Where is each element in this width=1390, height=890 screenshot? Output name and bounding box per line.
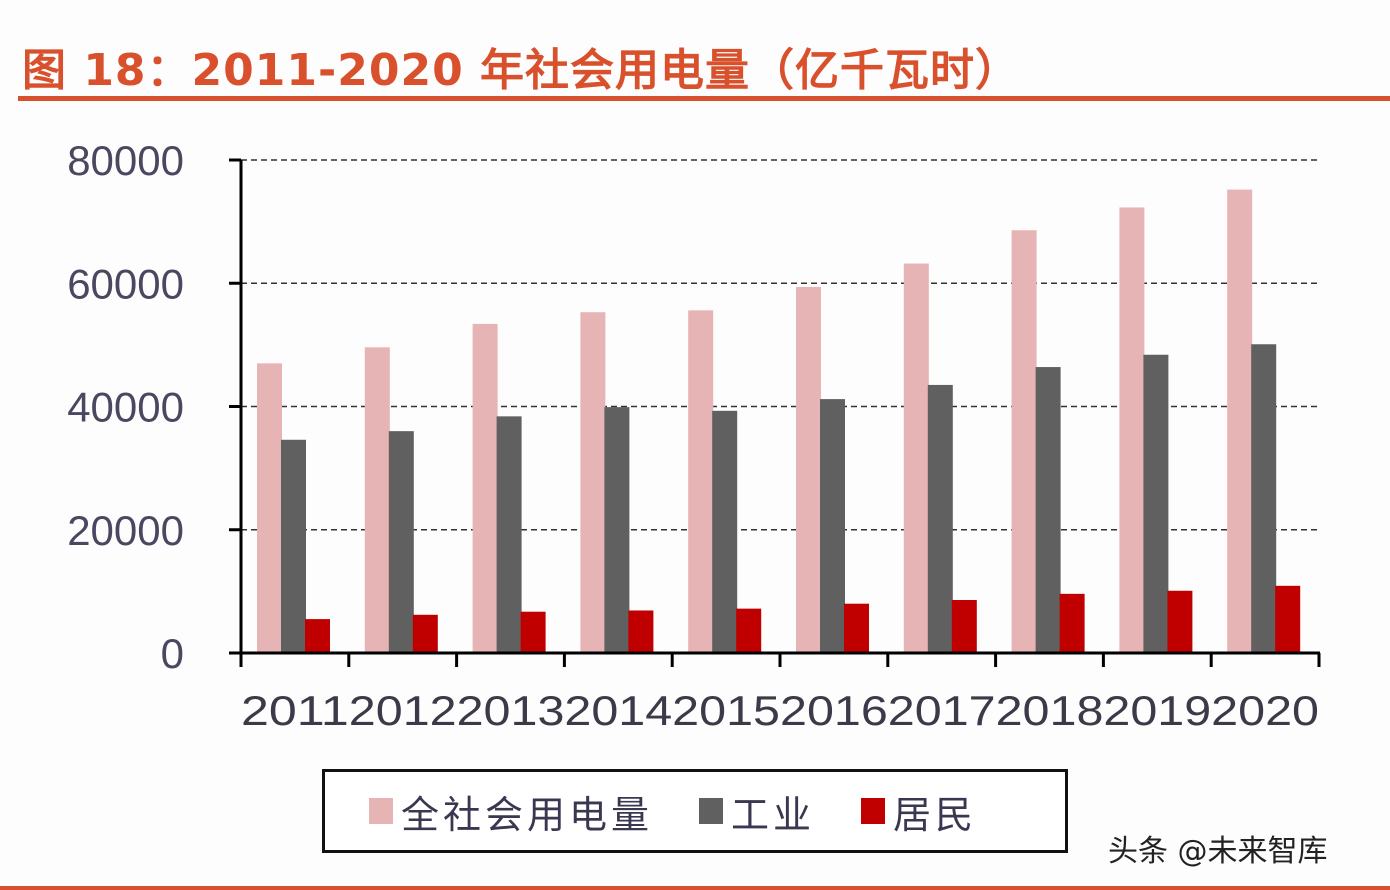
bar-1-2018 bbox=[1035, 367, 1061, 653]
bar-0-2014 bbox=[580, 312, 606, 653]
x-tick-label: 2019 bbox=[1103, 687, 1211, 734]
legend-item-total: 全社会用电量 bbox=[369, 784, 653, 839]
bar-0-2015 bbox=[688, 310, 714, 653]
legend-label-residential: 居民 bbox=[893, 792, 978, 837]
bar-1-2012 bbox=[388, 431, 414, 653]
bottom-divider bbox=[0, 886, 1390, 890]
legend-swatch-industrial bbox=[699, 798, 724, 824]
y-tick-label: 80000 bbox=[67, 137, 184, 184]
bar-0-2019 bbox=[1119, 207, 1145, 654]
bar-0-2018 bbox=[1011, 230, 1037, 653]
bar-2-2014 bbox=[628, 610, 654, 653]
bar-0-2012 bbox=[364, 347, 390, 653]
bar-2-2015 bbox=[736, 608, 762, 653]
x-tick-label: 2020 bbox=[1211, 687, 1319, 734]
x-tick-label: 2017 bbox=[888, 687, 996, 734]
bar-1-2013 bbox=[496, 416, 522, 653]
bar-0-2016 bbox=[796, 286, 821, 653]
bar-1-2020 bbox=[1251, 344, 1277, 653]
bar-1-2016 bbox=[820, 399, 845, 653]
bar-2-2020 bbox=[1275, 585, 1301, 653]
legend-label-industrial: 工业 bbox=[731, 792, 816, 837]
x-tick-label: 2016 bbox=[780, 687, 888, 734]
bar-1-2015 bbox=[712, 410, 738, 653]
y-tick-label: 60000 bbox=[67, 260, 184, 307]
bar-2-2019 bbox=[1167, 590, 1193, 653]
bar-1-2017 bbox=[927, 384, 953, 653]
x-tick-label: 2013 bbox=[457, 687, 565, 734]
x-tick-label: 2012 bbox=[349, 687, 457, 734]
legend-item-industrial: 工业 bbox=[699, 784, 815, 839]
legend-swatch-residential bbox=[861, 798, 886, 824]
y-tick-label: 20000 bbox=[67, 507, 184, 554]
x-tick-label: 2014 bbox=[564, 687, 672, 734]
watermark: 头条 @未来智库 bbox=[1108, 834, 1328, 869]
bar-2-2011 bbox=[305, 619, 330, 653]
bar-2-2017 bbox=[951, 600, 977, 653]
bar-1-2014 bbox=[604, 407, 630, 653]
legend-swatch-total bbox=[369, 798, 393, 824]
bar-0-2013 bbox=[472, 323, 498, 653]
bar-1-2019 bbox=[1143, 354, 1169, 653]
title-divider bbox=[18, 96, 1390, 101]
bar-0-2011 bbox=[257, 363, 282, 653]
bar-0-2020 bbox=[1227, 189, 1253, 653]
bar-2-2012 bbox=[412, 614, 438, 653]
chart-legend: 全社会用电量 工业 居民 bbox=[322, 769, 1068, 853]
x-tick-label: 2018 bbox=[996, 687, 1104, 734]
x-tick-label: 2011 bbox=[241, 687, 349, 734]
y-tick-label: 40000 bbox=[67, 384, 184, 431]
bar-2-2018 bbox=[1059, 593, 1085, 653]
bar-1-2011 bbox=[281, 439, 306, 653]
legend-item-residential: 居民 bbox=[861, 784, 977, 839]
bar-2-2013 bbox=[520, 611, 546, 653]
legend-label-total: 全社会用电量 bbox=[401, 792, 654, 837]
bar-0-2017 bbox=[903, 263, 929, 653]
chart-title: 图 18：2011-2020 年社会用电量（亿千瓦时） bbox=[22, 45, 1021, 96]
bar-2-2016 bbox=[844, 603, 869, 653]
x-tick-label: 2015 bbox=[672, 687, 780, 734]
y-tick-label: 0 bbox=[161, 630, 184, 677]
